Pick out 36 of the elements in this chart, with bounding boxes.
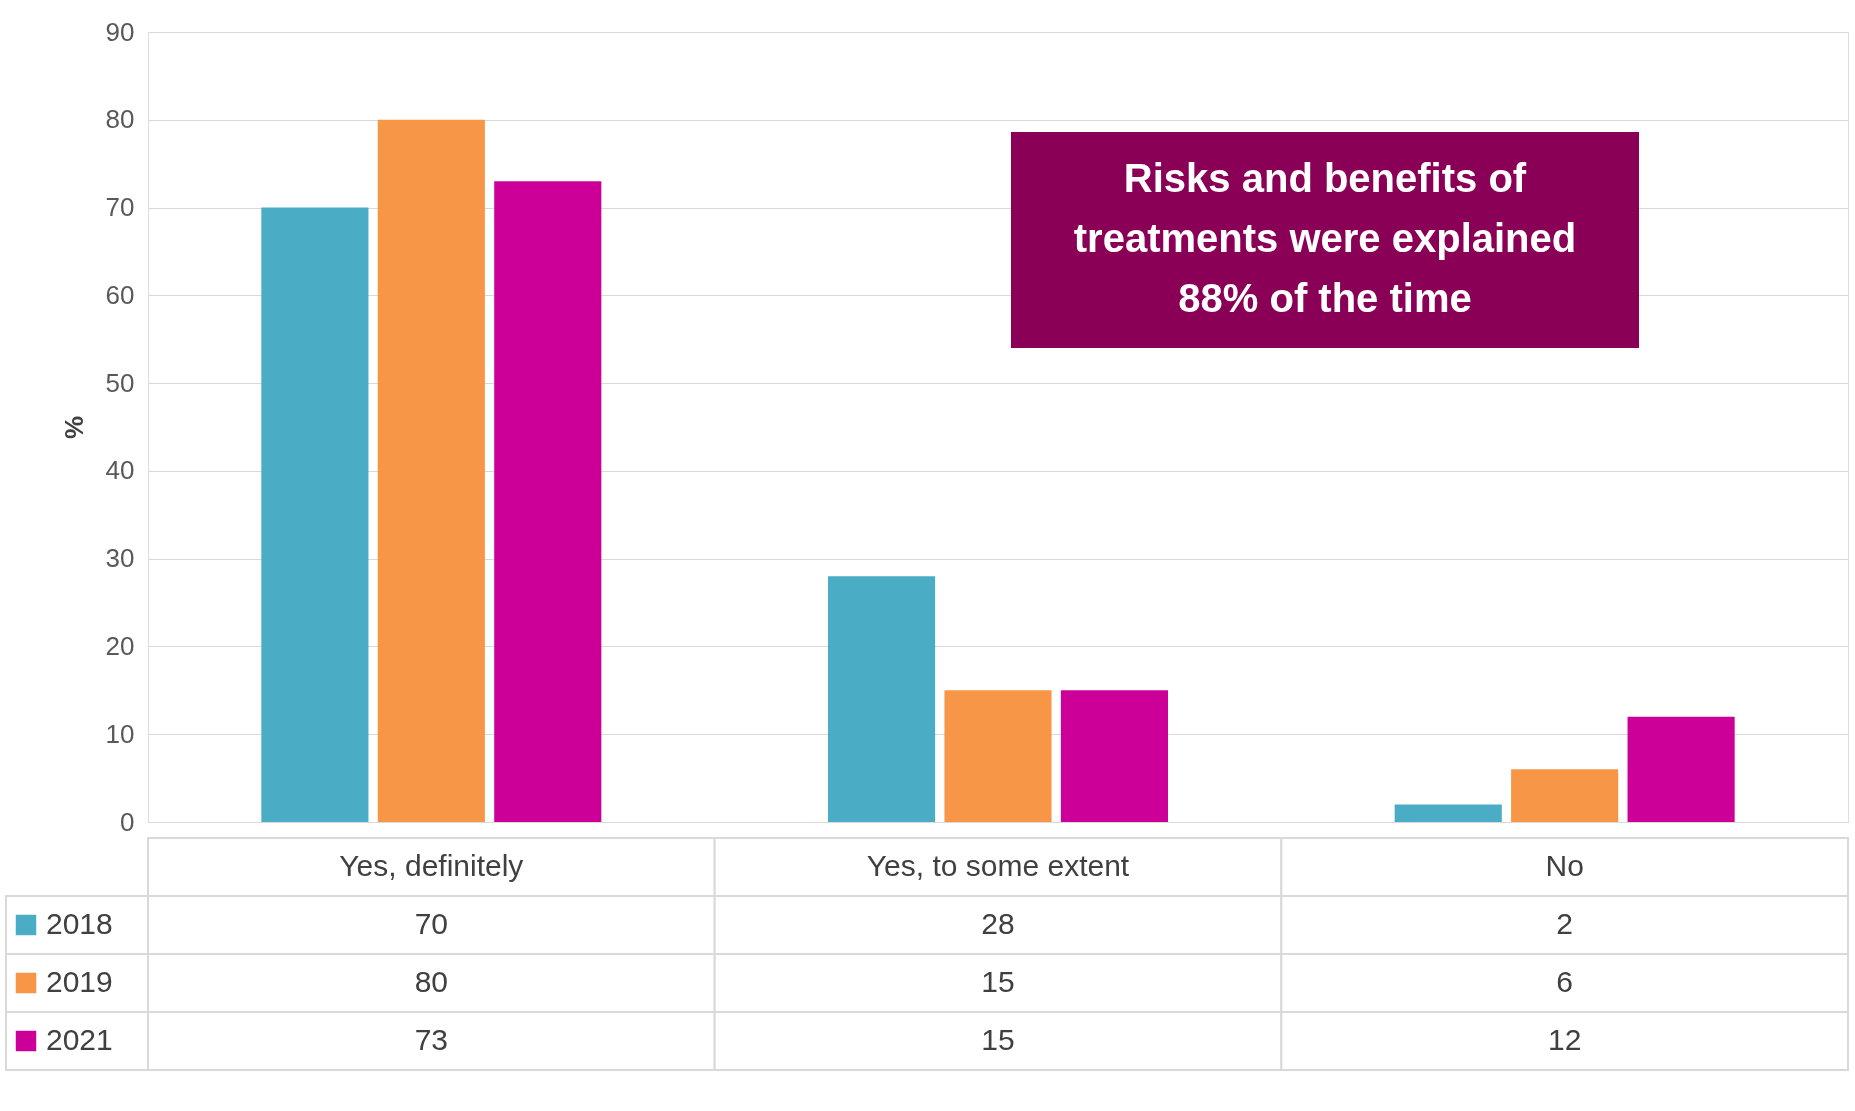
data-label: 12	[1547, 1023, 1582, 1056]
data-label: 73	[414, 1023, 449, 1056]
data-label: 28	[981, 907, 1015, 940]
x-tick-label: Yes, to some extent	[866, 849, 1130, 882]
data-label: 2	[1556, 907, 1574, 940]
y-tick-label: 90	[105, 16, 135, 47]
y-tick-label: 70	[105, 192, 135, 223]
x-tick-label: No	[1545, 849, 1584, 882]
y-tick-label: 0	[120, 806, 135, 837]
data-label: 15	[981, 1023, 1015, 1056]
legend-label: 2019	[46, 965, 113, 998]
y-tick-label: 30	[105, 543, 135, 574]
bar	[1060, 690, 1168, 822]
bar	[1511, 769, 1619, 822]
y-tick-label: 60	[105, 279, 135, 310]
y-tick-label: 40	[105, 455, 135, 486]
x-tick-label: Yes, definitely	[339, 849, 524, 882]
bar	[377, 119, 485, 822]
bar	[1394, 804, 1502, 822]
bar	[494, 181, 602, 822]
bar	[828, 576, 936, 822]
data-label: 15	[981, 965, 1015, 998]
data-label: 80	[414, 965, 449, 998]
data-label: 6	[1556, 965, 1574, 998]
y-axis-title: %	[58, 415, 89, 440]
y-tick-label: 80	[105, 104, 135, 135]
legend-label: 2018	[46, 907, 113, 940]
bar	[1627, 716, 1735, 822]
y-tick-label: 50	[105, 367, 135, 398]
legend-label: 2021	[46, 1023, 113, 1056]
bar	[261, 207, 369, 822]
y-tick-label: 10	[105, 718, 135, 749]
annotation: Risks and benefits of treatments were explained 88% of the time	[1073, 156, 1577, 320]
y-tick-label: 20	[105, 630, 135, 661]
bar	[944, 690, 1052, 822]
data-label: 70	[414, 907, 449, 940]
